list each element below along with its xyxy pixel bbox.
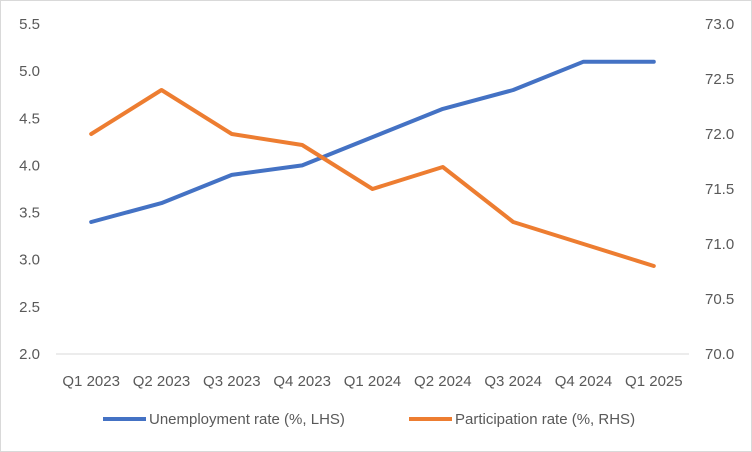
right-tick-label: 73.0 (705, 16, 734, 33)
left-tick-label: 5.0 (19, 63, 40, 80)
legend-label-unemployment: Unemployment rate (%, LHS) (149, 411, 345, 428)
x-tick-label: Q1 2023 (62, 373, 120, 390)
right-tick-label: 72.0 (705, 126, 734, 143)
right-tick-label: 70.5 (705, 291, 734, 308)
unemployment-rate-line (89, 59, 656, 224)
left-tick-label: 5.5 (19, 16, 40, 33)
left-tick-label: 3.0 (19, 252, 40, 269)
x-tick-label: Q1 2025 (625, 373, 683, 390)
x-tick-label: Q2 2024 (414, 373, 472, 390)
series-lines (89, 59, 656, 268)
legend-label-participation: Participation rate (%, RHS) (455, 411, 635, 428)
right-axis-ticks: 70.0 70.5 71.0 71.5 72.0 72.5 73.0 (705, 16, 734, 363)
x-tick-label: Q4 2023 (273, 373, 331, 390)
x-tick-label: Q3 2023 (203, 373, 261, 390)
x-tick-label: Q4 2024 (555, 373, 613, 390)
left-tick-label: 4.5 (19, 110, 40, 127)
left-tick-label: 3.5 (19, 205, 40, 222)
right-tick-label: 70.0 (705, 346, 734, 363)
left-tick-label: 4.0 (19, 157, 40, 174)
participation-rate-line (89, 88, 656, 268)
left-axis-ticks: 2.0 2.5 3.0 3.5 4.0 4.5 5.0 5.5 (19, 16, 40, 363)
x-tick-label: Q2 2023 (133, 373, 191, 390)
x-tick-label: Q1 2024 (344, 373, 402, 390)
left-tick-label: 2.5 (19, 299, 40, 316)
right-tick-label: 71.5 (705, 181, 734, 198)
left-tick-label: 2.0 (19, 346, 40, 363)
right-tick-label: 72.5 (705, 71, 734, 88)
x-tick-label: Q3 2024 (484, 373, 542, 390)
right-tick-label: 71.0 (705, 236, 734, 253)
x-axis-ticks: Q1 2023 Q2 2023 Q3 2023 Q4 2023 Q1 2024 Q2 20… (62, 373, 682, 390)
legend: Unemployment rate (%, LHS) Participation… (103, 411, 635, 428)
